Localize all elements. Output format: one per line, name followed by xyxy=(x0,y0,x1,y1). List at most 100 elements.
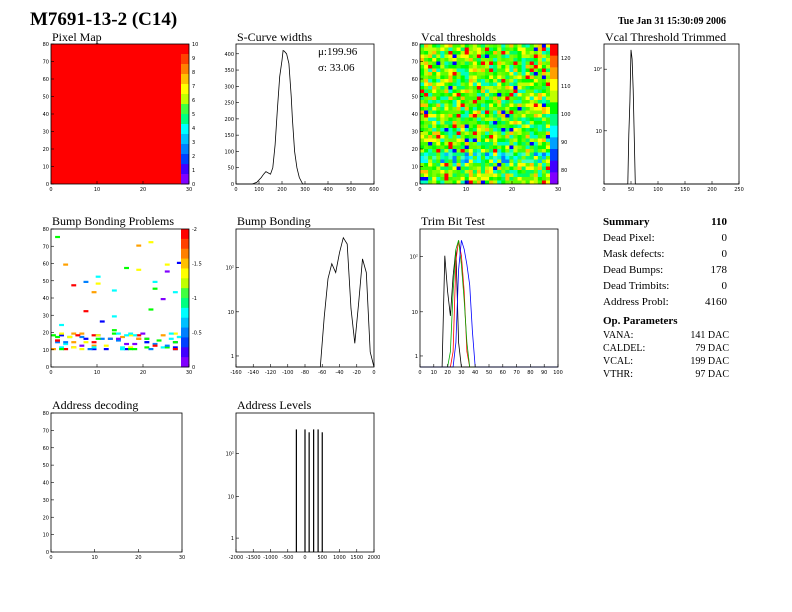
vcal-cell xyxy=(497,100,502,104)
vcal-cell xyxy=(521,68,526,73)
vcal-cell xyxy=(537,68,543,73)
vcal-cell xyxy=(456,103,461,108)
vcal-cell xyxy=(456,86,461,90)
vcal-cell xyxy=(452,86,457,90)
vcal-cell xyxy=(497,89,502,94)
vcal-cell xyxy=(501,89,506,94)
bump-problem-cell xyxy=(136,337,142,340)
pixel_map-zscale-label: 8 xyxy=(192,70,195,76)
vcal-cell xyxy=(448,93,453,97)
bump-problem-cell xyxy=(148,348,154,351)
vcal-cell xyxy=(509,54,514,59)
vcal-cell xyxy=(452,117,457,122)
bump-problem-cell xyxy=(51,334,56,337)
vcal-cell xyxy=(485,173,490,178)
vcal-cell xyxy=(529,145,535,150)
vcal-cell xyxy=(424,117,429,122)
vcal-cell xyxy=(521,100,526,104)
vcal-cell xyxy=(472,117,478,122)
vcal-cell xyxy=(480,51,486,55)
vcal-cell xyxy=(525,138,530,143)
vcal-cell xyxy=(513,75,518,80)
module-title: M7691-13-2 (C14) xyxy=(30,9,178,30)
vcal-cell xyxy=(489,128,494,132)
vcal-cell xyxy=(533,124,539,129)
vcal-cell xyxy=(464,47,470,52)
summary-title: Summary xyxy=(603,216,650,228)
vcal-cell xyxy=(476,93,482,97)
trim_bit-frame xyxy=(419,228,559,368)
vcal-cell xyxy=(485,138,490,143)
vcal-cell xyxy=(420,75,425,80)
vcal-cell xyxy=(545,117,551,122)
vcal-cell xyxy=(509,159,514,164)
vcal-cell xyxy=(533,100,539,104)
bump-problem-cell xyxy=(148,241,154,244)
vcal-cell xyxy=(525,152,530,157)
vcal-cell xyxy=(448,75,453,80)
vcal-cell xyxy=(480,114,486,118)
vcal-cell xyxy=(428,107,433,111)
bump_problems-zscale-cell xyxy=(181,357,189,368)
vcal-cell xyxy=(513,79,518,83)
vcal-cell xyxy=(509,177,514,181)
vcal-cell xyxy=(537,145,543,150)
vcal-cell xyxy=(513,145,518,150)
vcal-cell xyxy=(513,72,518,76)
scurve-series-line xyxy=(236,49,374,185)
vcal-cell xyxy=(541,61,547,66)
vcal-cell xyxy=(444,124,449,129)
bump-problem-cell xyxy=(83,280,89,283)
vcal-cell xyxy=(537,170,543,174)
vcal-cell xyxy=(517,86,522,90)
vcal-cell xyxy=(501,121,506,125)
vcal-cell xyxy=(497,54,502,59)
vcal-cell xyxy=(464,163,470,167)
vcal-cell xyxy=(533,163,539,167)
pixel_map-zscale-label: 4 xyxy=(192,126,195,132)
vcal-cell xyxy=(432,156,437,160)
scurve-ytick-label: 150 xyxy=(224,133,234,139)
vcal-cell xyxy=(428,114,433,118)
vcal-cell xyxy=(468,159,474,164)
vcal-cell xyxy=(464,114,470,118)
vcal-cell xyxy=(468,79,474,83)
vcal-cell xyxy=(468,149,474,153)
vcal-cell xyxy=(509,110,514,115)
trim_bit-series-line xyxy=(420,240,558,368)
vcal-cell xyxy=(501,135,506,139)
vcal-cell xyxy=(468,135,474,139)
vcal-cell xyxy=(541,177,547,181)
vcal-cell xyxy=(489,170,494,174)
vcal-cell xyxy=(448,131,453,136)
vcal-cell xyxy=(480,135,486,139)
vcal-cell xyxy=(505,47,510,52)
vcal-cell xyxy=(428,44,433,48)
vcal-cell xyxy=(428,163,433,167)
vcal-cell xyxy=(533,51,539,55)
vcal-cell xyxy=(424,114,429,118)
vcal-cell xyxy=(456,138,461,143)
vcal-cell xyxy=(485,114,490,118)
bump-problem-cell xyxy=(59,323,64,327)
vcal-cell xyxy=(529,61,535,66)
vcal-cell xyxy=(501,173,506,178)
addr_lev-xtick-label: 0 xyxy=(303,555,306,561)
vcal-cell xyxy=(448,58,453,62)
bump-problem-cell xyxy=(83,310,89,313)
vcal-cell xyxy=(533,156,539,160)
vcal-cell xyxy=(525,75,530,80)
vcal-cell xyxy=(452,145,457,150)
bump_problems-zscale-label: 0 xyxy=(192,365,195,371)
bump-problem-cell xyxy=(71,346,77,349)
trim_bit-xtick-label: 70 xyxy=(513,370,519,376)
vcal-cell xyxy=(497,51,502,55)
vcal-cell xyxy=(505,152,510,157)
vcal-cell xyxy=(517,177,522,181)
vcal-cell xyxy=(545,156,551,160)
bump-problem-cell xyxy=(71,332,77,335)
vcal-cell xyxy=(497,152,502,157)
vcal-cell xyxy=(493,54,498,59)
bump-problem-cell xyxy=(79,332,85,335)
vcal-cell xyxy=(489,163,494,167)
